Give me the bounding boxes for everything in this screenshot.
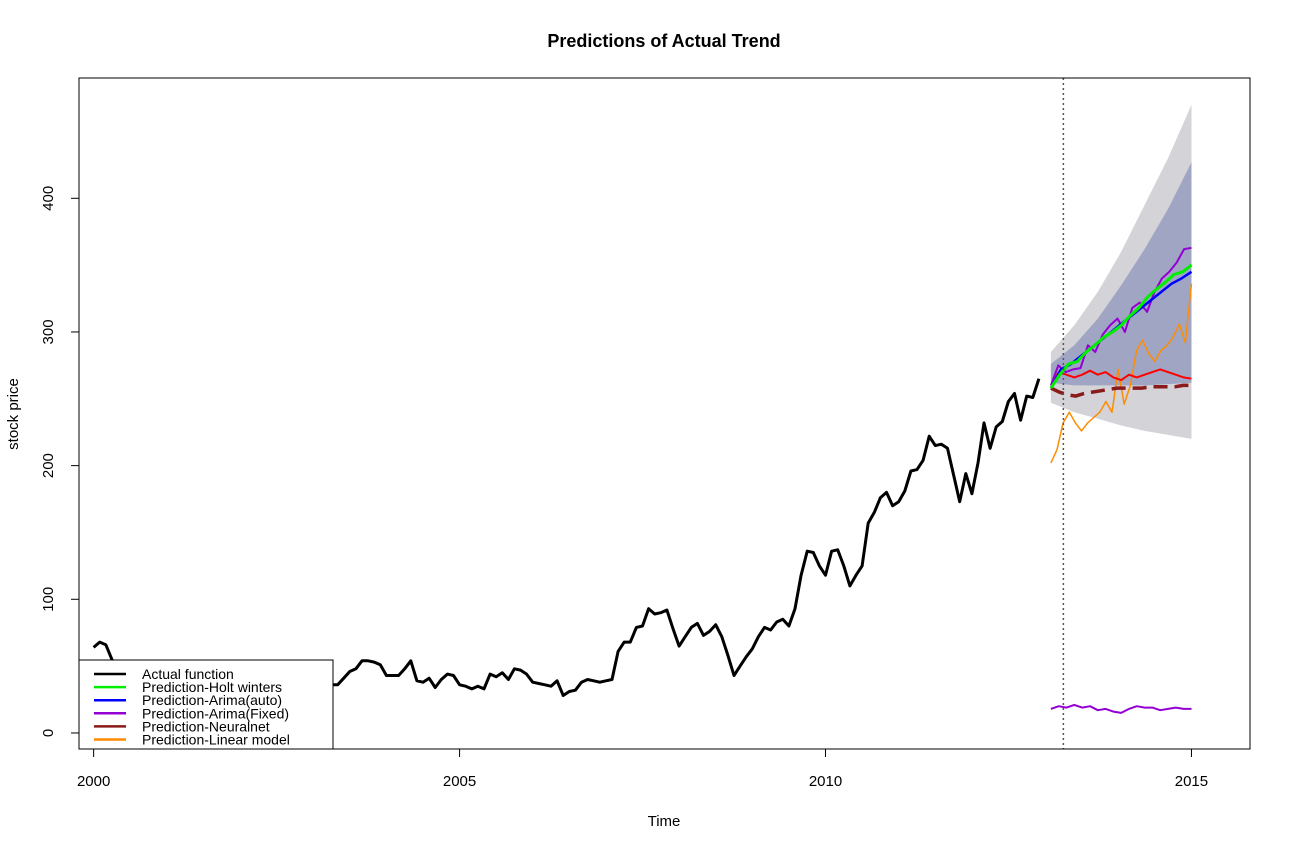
legend-label: Prediction-Neuralnet [142,718,270,734]
x-tick-label: 2000 [77,773,110,790]
y-tick-label: 400 [40,186,57,211]
y-tick-label: 100 [40,587,57,612]
series-holt-winters [1049,263,1193,389]
inner-band [1050,162,1192,386]
series-lines [92,246,1193,714]
legend-box [78,659,334,750]
y-tick-label: 0 [40,729,57,737]
y-tick-label: 200 [40,453,57,478]
series-arima-fixed-lower [1050,703,1192,714]
legend-label: Prediction-Linear model [142,732,290,748]
series-actual [92,378,1041,707]
legend-label: Prediction-Arima(Fixed) [142,705,289,721]
legend-label: Prediction-Arima(auto) [142,692,282,708]
x-tick-label: 2015 [1175,773,1208,790]
legend-label: Actual function [142,666,234,682]
x-axis-label: Time [648,813,681,830]
series-nnet [1050,368,1192,386]
confidence-bands [1050,104,1192,439]
chart-title: Predictions of Actual Trend [547,31,780,51]
x-axis: 2000 2005 2010 2015 [77,748,1208,790]
y-axis: 0 100 200 300 400 [40,186,80,737]
y-axis-label: stock price [5,378,22,450]
series-neuralnet [1050,383,1192,398]
legend-label: Prediction-Holt winters [142,679,282,695]
x-tick-label: 2005 [443,773,476,790]
plot-frame [78,77,1251,750]
x-tick-label: 2010 [809,773,842,790]
y-tick-label: 300 [40,319,57,344]
